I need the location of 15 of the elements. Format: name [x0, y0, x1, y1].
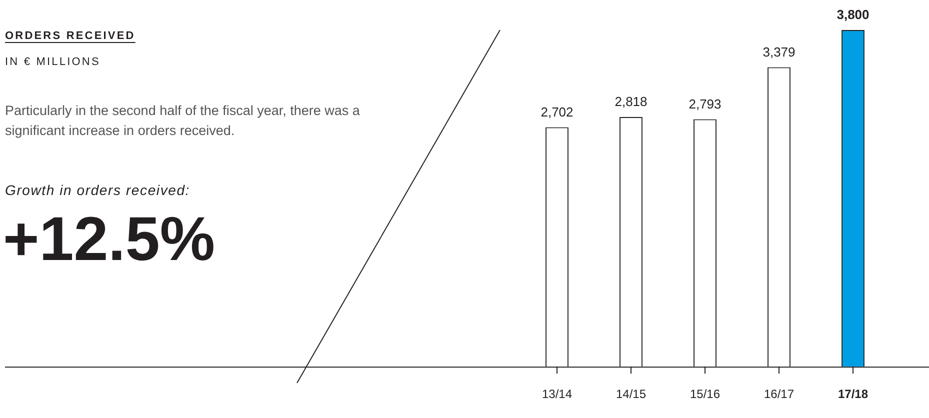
text: +12.5%: [3, 205, 216, 275]
data-label: 3,800: [836, 7, 870, 22]
x-tick-label: 16/17: [764, 387, 794, 402]
data-label: 2,818: [614, 94, 648, 110]
x-tick-label: 14/15: [616, 387, 646, 402]
text: IN € MILLIONS: [5, 56, 100, 68]
text: ORDERS RECEIVED: [5, 30, 136, 42]
x-tick-label: 17/18: [838, 387, 868, 402]
text: Growth in orders received:: [5, 182, 190, 198]
data-label: 2,793: [688, 96, 722, 112]
x-tick-label: 13/14: [542, 387, 572, 402]
x-tick-label: 15/16: [690, 387, 720, 402]
data-label: 2,702: [540, 104, 574, 120]
data-label: 3,379: [762, 44, 796, 60]
text: Particularly in the second half of the fiscal year, there was a significant increase in orders received.: [5, 102, 361, 140]
